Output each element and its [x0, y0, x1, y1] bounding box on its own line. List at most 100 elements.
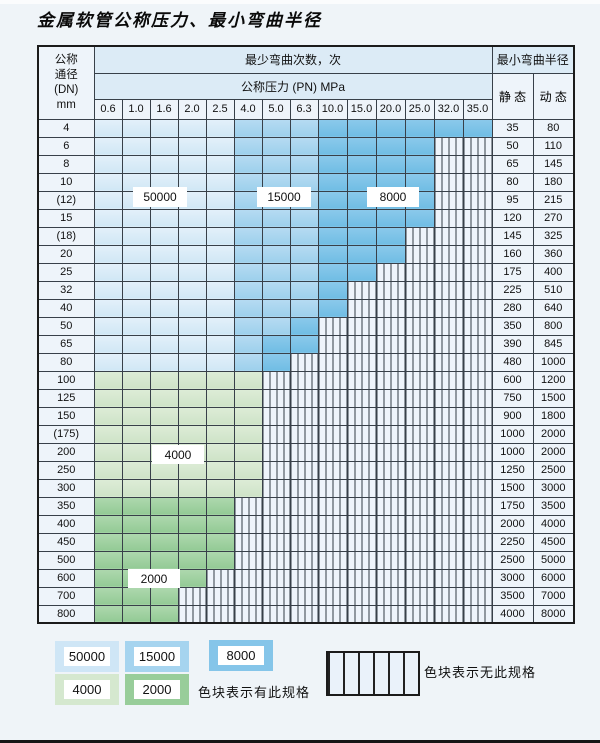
spec-cell	[121, 388, 151, 408]
no-spec-cell	[462, 298, 493, 318]
static-radius-cell: 350	[491, 316, 534, 336]
static-radius-cell: 3500	[491, 586, 534, 606]
no-spec-cell	[404, 226, 435, 246]
dynamic-radius-cell: 2000	[532, 442, 575, 462]
no-spec-cell	[375, 586, 406, 606]
no-spec-cell	[433, 388, 464, 408]
spec-cell	[233, 316, 263, 336]
spec-cell	[149, 298, 179, 318]
corner-header: 公称 通径 (DN) mm	[37, 45, 95, 120]
spec-cell	[205, 424, 235, 444]
spec-cell	[205, 316, 235, 336]
spec-cell	[177, 316, 207, 336]
spec-cell	[205, 388, 235, 408]
spec-cell	[149, 334, 179, 354]
spec-cell	[149, 370, 179, 390]
spec-cell	[149, 262, 179, 282]
radius-header: 最小弯曲半径	[491, 45, 575, 74]
spec-cell	[233, 388, 263, 408]
no-spec-cell	[289, 460, 319, 480]
no-spec-cell	[289, 604, 319, 624]
corner-header-line: 公称	[54, 53, 78, 66]
no-spec-cell	[404, 352, 435, 372]
zone-label-50000: 50000	[133, 187, 187, 207]
dn-cell: 25	[37, 262, 95, 282]
spec-cell	[149, 118, 179, 138]
spec-cell	[205, 406, 235, 426]
no-spec-cell	[375, 334, 406, 354]
no-spec-cell	[233, 568, 263, 588]
spec-cell	[93, 406, 123, 426]
no-spec-cell	[346, 298, 377, 318]
spec-cell	[177, 514, 207, 534]
static-radius-cell: 3000	[491, 568, 534, 588]
spec-cell	[261, 136, 291, 156]
dynamic-radius-cell: 2000	[532, 424, 575, 444]
pressure-col-header: 1.0	[121, 98, 151, 120]
no-spec-cell	[346, 406, 377, 426]
spec-cell	[121, 586, 151, 606]
no-spec-cell	[433, 172, 464, 192]
static-header: 静 态	[491, 72, 534, 120]
spec-cell	[93, 496, 123, 516]
no-spec-cell	[433, 208, 464, 228]
dn-cell: 6	[37, 136, 95, 156]
no-spec-cell	[433, 442, 464, 462]
dn-cell: 20	[37, 244, 95, 264]
static-radius-cell: 35	[491, 118, 534, 138]
no-spec-cell	[317, 316, 348, 336]
pressure-col-header: 15.0	[346, 98, 377, 120]
no-spec-cell	[261, 586, 291, 606]
table-row: 125 750 1500	[37, 388, 575, 408]
spec-cell	[177, 370, 207, 390]
dn-cell: 50	[37, 316, 95, 336]
static-radius-cell: 50	[491, 136, 534, 156]
spec-cell	[149, 550, 179, 570]
no-spec-cell	[317, 586, 348, 606]
spec-cell	[346, 208, 377, 228]
pressure-col-header: 25.0	[404, 98, 435, 120]
spec-cell	[121, 514, 151, 534]
no-spec-cell	[289, 352, 319, 372]
table-row: 100 600 1200	[37, 370, 575, 390]
dynamic-radius-cell: 80	[532, 118, 575, 138]
static-radius-cell: 1750	[491, 496, 534, 516]
dynamic-radius-cell: 215	[532, 190, 575, 210]
no-spec-cell	[462, 586, 493, 606]
dynamic-radius-cell: 510	[532, 280, 575, 300]
no-spec-cell	[346, 478, 377, 498]
no-spec-cell	[261, 460, 291, 480]
dn-cell: 400	[37, 514, 95, 534]
spec-cell	[289, 154, 319, 174]
spec-cell	[205, 154, 235, 174]
spec-cell	[93, 208, 123, 228]
spec-cell	[233, 208, 263, 228]
spec-cell	[404, 136, 435, 156]
spec-cell	[404, 154, 435, 174]
static-radius-cell: 225	[491, 280, 534, 300]
no-spec-cell	[462, 370, 493, 390]
spec-cell	[121, 352, 151, 372]
no-spec-cell	[462, 352, 493, 372]
no-spec-cell	[462, 208, 493, 228]
spec-cell	[93, 604, 123, 624]
static-radius-cell: 480	[491, 352, 534, 372]
table-row: 250 1250 2500	[37, 460, 575, 480]
no-spec-cell	[233, 532, 263, 552]
no-spec-cell	[433, 550, 464, 570]
no-spec-cell	[317, 478, 348, 498]
no-spec-cell	[462, 514, 493, 534]
spec-cell	[121, 298, 151, 318]
no-spec-cell	[289, 370, 319, 390]
spec-cell	[261, 316, 291, 336]
table-row: 150 900 1800	[37, 406, 575, 426]
spec-cell	[121, 118, 151, 138]
table-row: 32 225 510	[37, 280, 575, 300]
static-radius-cell: 80	[491, 172, 534, 192]
header-row-1: 公称 通径 (DN) mm 最少弯曲次数，次 最小弯曲半径	[37, 45, 575, 120]
zone-label-8000: 8000	[367, 187, 419, 207]
static-radius-cell: 1000	[491, 442, 534, 462]
spec-cell	[233, 424, 263, 444]
no-spec-cell	[375, 406, 406, 426]
